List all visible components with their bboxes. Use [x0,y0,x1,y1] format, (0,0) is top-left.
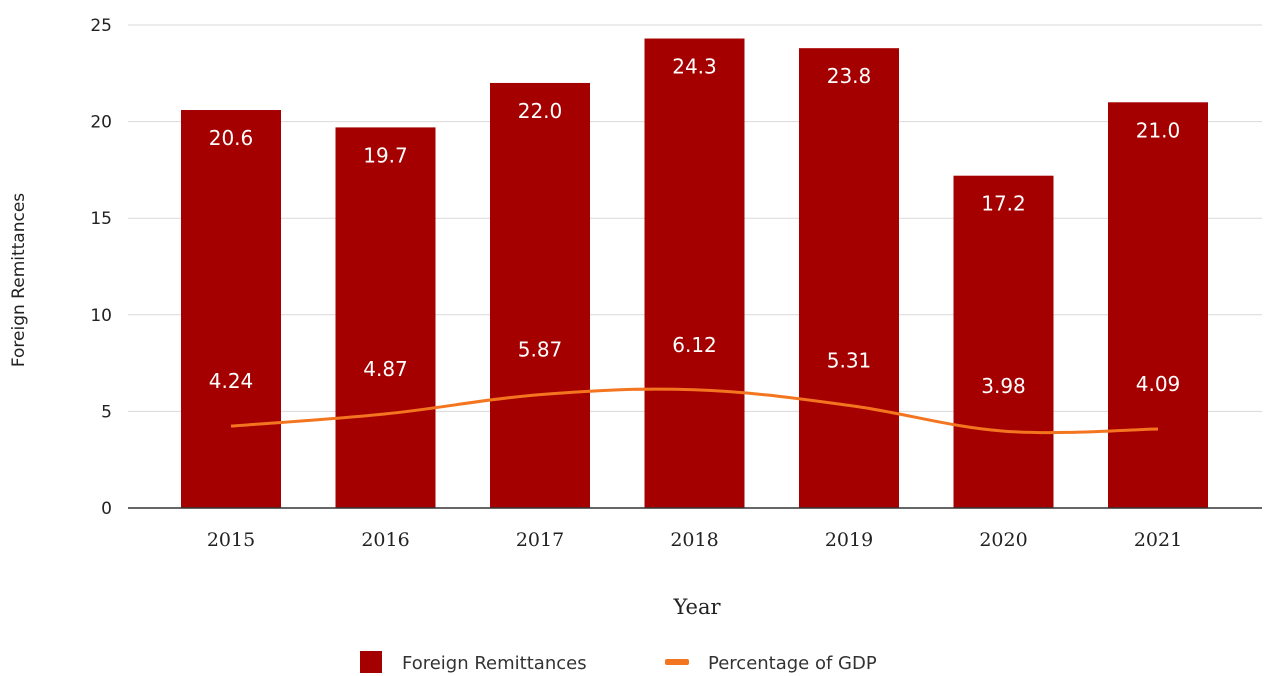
bar-value-label: 24.3 [672,55,717,79]
x-tick-label: 2021 [1134,529,1182,551]
y-tick-label: 25 [90,16,112,36]
bar [1108,102,1208,508]
line-value-label: 3.98 [981,374,1026,398]
line-value-label: 4.87 [363,357,408,381]
x-tick-label: 2016 [361,529,409,551]
x-axis-ticks: 2015 2016 2017 2018 2019 2020 2021 [207,529,1182,551]
gdp-line-path [230,387,1159,435]
legend-label-remittances: Foreign Remittances [402,653,587,674]
gdp-line [230,387,1159,435]
legend-swatch-gdp [665,659,689,665]
bar-value-label: 17.2 [981,192,1026,216]
x-tick-label: 2018 [670,529,718,551]
bar [644,38,745,509]
y-axis-title: Foreign Remittances [9,193,29,367]
x-axis-title: Year [672,595,721,619]
legend-swatch-remittances [360,651,382,673]
line-value-label: 4.24 [209,369,254,393]
line-value-label: 6.12 [672,333,717,357]
y-tick-label: 20 [90,113,112,133]
bar-value-label: 19.7 [363,143,408,167]
bar [181,110,281,509]
bar-value-label: 21.0 [1136,118,1181,142]
y-tick-label: 10 [90,306,112,326]
y-tick-label: 15 [90,209,112,229]
bar [799,48,899,509]
bar-value-label: 20.6 [209,126,254,150]
x-tick-label: 2017 [516,529,564,551]
bar [335,127,436,509]
bar [490,82,590,509]
legend: Foreign Remittances Percentage of GDP [360,651,877,674]
y-tick-label: 5 [101,402,112,422]
legend-label-gdp: Percentage of GDP [708,653,877,674]
x-tick-label: 2015 [207,529,255,551]
bar-labels: 20.6 19.7 22.0 24.3 23.8 17.2 21.0 [209,55,1181,216]
y-axis-ticks: 0 5 10 15 20 25 [90,16,112,519]
bars [181,38,1208,509]
line-value-label: 5.87 [518,338,563,362]
y-tick-label: 0 [101,499,112,519]
bar [953,175,1054,509]
line-value-label: 4.09 [1136,372,1181,396]
bar-value-label: 23.8 [827,64,872,88]
x-tick-label: 2020 [979,529,1027,551]
line-labels: 4.24 4.87 5.87 6.12 5.31 3.98 4.09 [209,333,1181,398]
x-tick-label: 2019 [825,529,873,551]
bar-value-label: 22.0 [518,99,563,123]
line-value-label: 5.31 [827,348,872,372]
